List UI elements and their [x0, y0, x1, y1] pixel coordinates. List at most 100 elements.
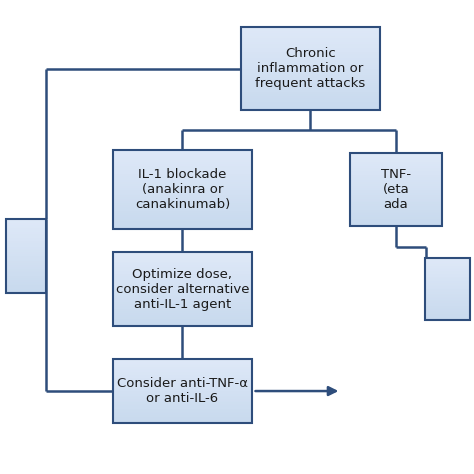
Bar — [241, 94, 380, 96]
Bar — [113, 225, 252, 227]
Bar — [113, 285, 252, 287]
Bar — [425, 312, 470, 314]
Bar — [6, 241, 46, 243]
Bar — [113, 374, 252, 375]
Bar — [425, 274, 470, 275]
Bar — [6, 256, 46, 258]
Bar — [113, 252, 252, 326]
Bar — [113, 310, 252, 311]
Bar — [113, 200, 252, 201]
Bar — [425, 258, 470, 260]
Bar — [425, 280, 470, 282]
Bar — [113, 311, 252, 313]
Bar — [113, 174, 252, 176]
Bar — [113, 158, 252, 160]
Bar — [113, 262, 252, 264]
Bar — [113, 297, 252, 298]
Bar — [241, 44, 380, 46]
Bar — [113, 264, 252, 265]
Bar — [349, 204, 442, 206]
Bar — [113, 276, 252, 278]
Bar — [6, 236, 46, 237]
Bar — [241, 40, 380, 42]
Bar — [113, 295, 252, 297]
Bar — [113, 168, 252, 170]
Bar — [425, 301, 470, 303]
Bar — [425, 300, 470, 301]
Bar — [241, 50, 380, 52]
Bar — [6, 273, 46, 274]
Bar — [113, 391, 252, 392]
Bar — [241, 36, 380, 37]
Bar — [113, 164, 252, 166]
Bar — [113, 372, 252, 374]
Bar — [113, 415, 252, 417]
Bar — [113, 256, 252, 258]
Bar — [349, 177, 442, 179]
Bar — [113, 198, 252, 200]
Bar — [349, 223, 442, 225]
Bar — [113, 388, 252, 390]
Bar — [113, 287, 252, 289]
Bar — [113, 260, 252, 262]
Bar — [113, 304, 252, 306]
Bar — [241, 56, 380, 58]
Bar — [113, 273, 252, 274]
Bar — [113, 397, 252, 399]
Bar — [241, 96, 380, 98]
Bar — [425, 288, 470, 289]
Bar — [113, 252, 252, 254]
Bar — [425, 309, 470, 311]
Bar — [425, 319, 470, 320]
Bar — [349, 162, 442, 164]
Bar — [241, 81, 380, 83]
Bar — [113, 317, 252, 319]
Bar — [6, 223, 46, 225]
Bar — [6, 262, 46, 264]
Bar — [425, 292, 470, 294]
Bar — [113, 282, 252, 283]
Bar — [113, 271, 252, 273]
Bar — [425, 262, 470, 263]
Bar — [113, 405, 252, 407]
Bar — [113, 421, 252, 423]
Bar — [425, 267, 470, 269]
Bar — [241, 104, 380, 106]
Bar — [241, 106, 380, 108]
Bar — [113, 367, 252, 369]
Bar — [113, 160, 252, 162]
Bar — [113, 182, 252, 184]
Bar — [113, 291, 252, 293]
Bar — [6, 219, 46, 221]
Bar — [113, 188, 252, 190]
Bar — [349, 156, 442, 158]
Bar — [113, 300, 252, 302]
Bar — [113, 361, 252, 362]
Bar — [425, 269, 470, 271]
Bar — [6, 230, 46, 232]
Bar — [349, 210, 442, 212]
Bar — [113, 418, 252, 420]
Bar — [241, 77, 380, 79]
Bar — [241, 71, 380, 73]
Bar — [6, 225, 46, 227]
Bar — [425, 295, 470, 297]
Bar — [113, 227, 252, 229]
Bar — [113, 383, 252, 385]
Bar — [113, 283, 252, 285]
Bar — [241, 75, 380, 77]
Bar — [425, 306, 470, 308]
Bar — [113, 215, 252, 217]
Bar — [241, 100, 380, 102]
Bar — [113, 205, 252, 207]
Bar — [349, 173, 442, 175]
Bar — [349, 225, 442, 227]
Bar — [113, 302, 252, 304]
Bar — [349, 164, 442, 166]
Bar — [425, 286, 470, 288]
Bar — [425, 264, 470, 266]
Bar — [113, 392, 252, 394]
Bar — [113, 413, 252, 415]
Bar — [113, 409, 252, 410]
Bar — [241, 85, 380, 87]
